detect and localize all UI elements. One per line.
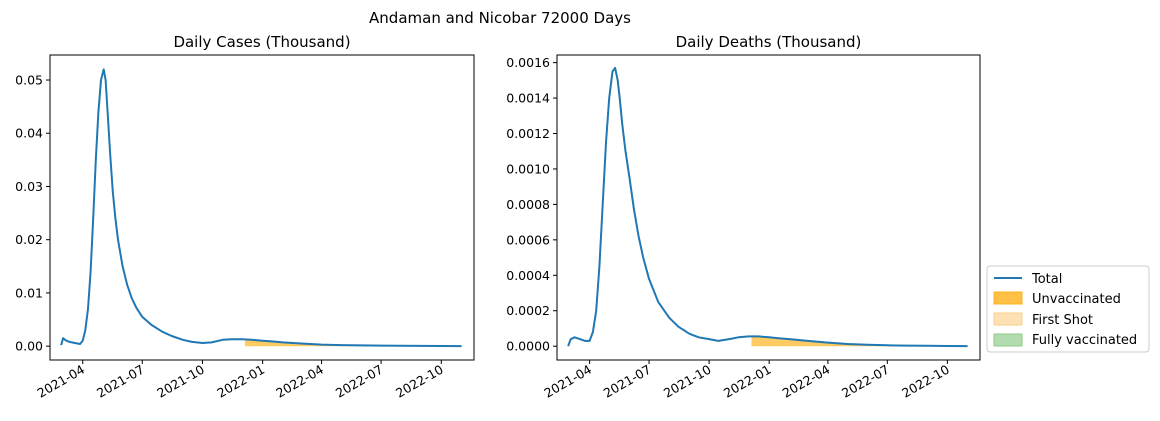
deaths-chart: Daily Deaths (Thousand) 0.0000 0.0002 0.000… (506, 33, 981, 401)
deaths-x-tick-label: 2022-04 (780, 362, 833, 401)
deaths-x-tick-label: 2021-04 (541, 362, 594, 401)
legend-label-unvaccinated: Unvaccinated (1032, 292, 1121, 307)
legend-swatch-first-shot (993, 312, 1023, 326)
cases-x-tick-label: 2021-10 (154, 362, 207, 401)
deaths-y-tick-label: 0.0012 (506, 126, 550, 141)
cases-y-tick-label: 0.05 (15, 73, 43, 88)
deaths-y-tick-label: 0.0006 (506, 232, 550, 247)
deaths-x-tick-label: 2021-10 (661, 362, 714, 401)
legend-frame (986, 265, 1150, 353)
cases-y-tick-label: 0.04 (15, 126, 43, 141)
deaths-x-tick-label: 2021-07 (601, 362, 654, 401)
legend-swatch-fully-vaccinated (993, 333, 1023, 347)
legend-label-first-shot: First Shot (1032, 313, 1093, 328)
cases-line-total (60, 68, 462, 348)
cases-x-tick-label: 2021-04 (34, 362, 87, 401)
cases-y-tick-label: 0.03 (15, 179, 43, 194)
cases-x-tick-label: 2022-01 (214, 362, 267, 401)
deaths-line-total (567, 66, 968, 348)
figure-title: Andaman and Nicobar 72000 Days (369, 9, 631, 27)
legend: Total Unvaccinated First Shot Fully vacc… (986, 265, 1150, 353)
deaths-area-unvaccinated (751, 336, 968, 347)
cases-y-tick-label: 0.01 (15, 285, 43, 300)
cases-area-unvaccinated (245, 339, 462, 347)
cases-x-tick-label: 2022-10 (393, 362, 446, 401)
cases-x-tick-label: 2021-07 (94, 362, 147, 401)
deaths-y-tick-label: 0.0004 (506, 268, 550, 283)
deaths-y-tick-label: 0.0002 (506, 303, 550, 318)
cases-x-tick-label: 2022-07 (333, 362, 386, 401)
deaths-y-tick-label: 0.0014 (506, 91, 550, 106)
deaths-x-tick-label: 2022-07 (839, 362, 892, 401)
deaths-y-tick-label: 0.0016 (506, 55, 550, 70)
cases-chart: Daily Cases (Thousand) 0.00 0.01 0.02 0.03 0.… (15, 33, 475, 401)
cases-x-tick-label: 2022-04 (273, 362, 326, 401)
deaths-y-tick-label: 0.0000 (506, 339, 550, 354)
deaths-plot-frame (556, 54, 981, 361)
deaths-y-tick-label: 0.0008 (506, 197, 550, 212)
deaths-y-tick-label: 0.0010 (506, 161, 550, 176)
cases-y-tick-label: 0.00 (15, 339, 43, 354)
legend-swatch-unvaccinated (993, 291, 1023, 305)
deaths-x-tick-label: 2022-10 (899, 362, 952, 401)
cases-y-tick-label: 0.02 (15, 232, 43, 247)
deaths-x-tick-label: 2022-01 (721, 362, 774, 401)
deaths-chart-title: Daily Deaths (Thousand) (676, 33, 862, 51)
legend-label-total: Total (1031, 272, 1062, 287)
cases-plot-frame (49, 54, 475, 361)
legend-label-fully-vaccinated: Fully vaccinated (1032, 333, 1137, 348)
cases-chart-title: Daily Cases (Thousand) (173, 33, 350, 51)
